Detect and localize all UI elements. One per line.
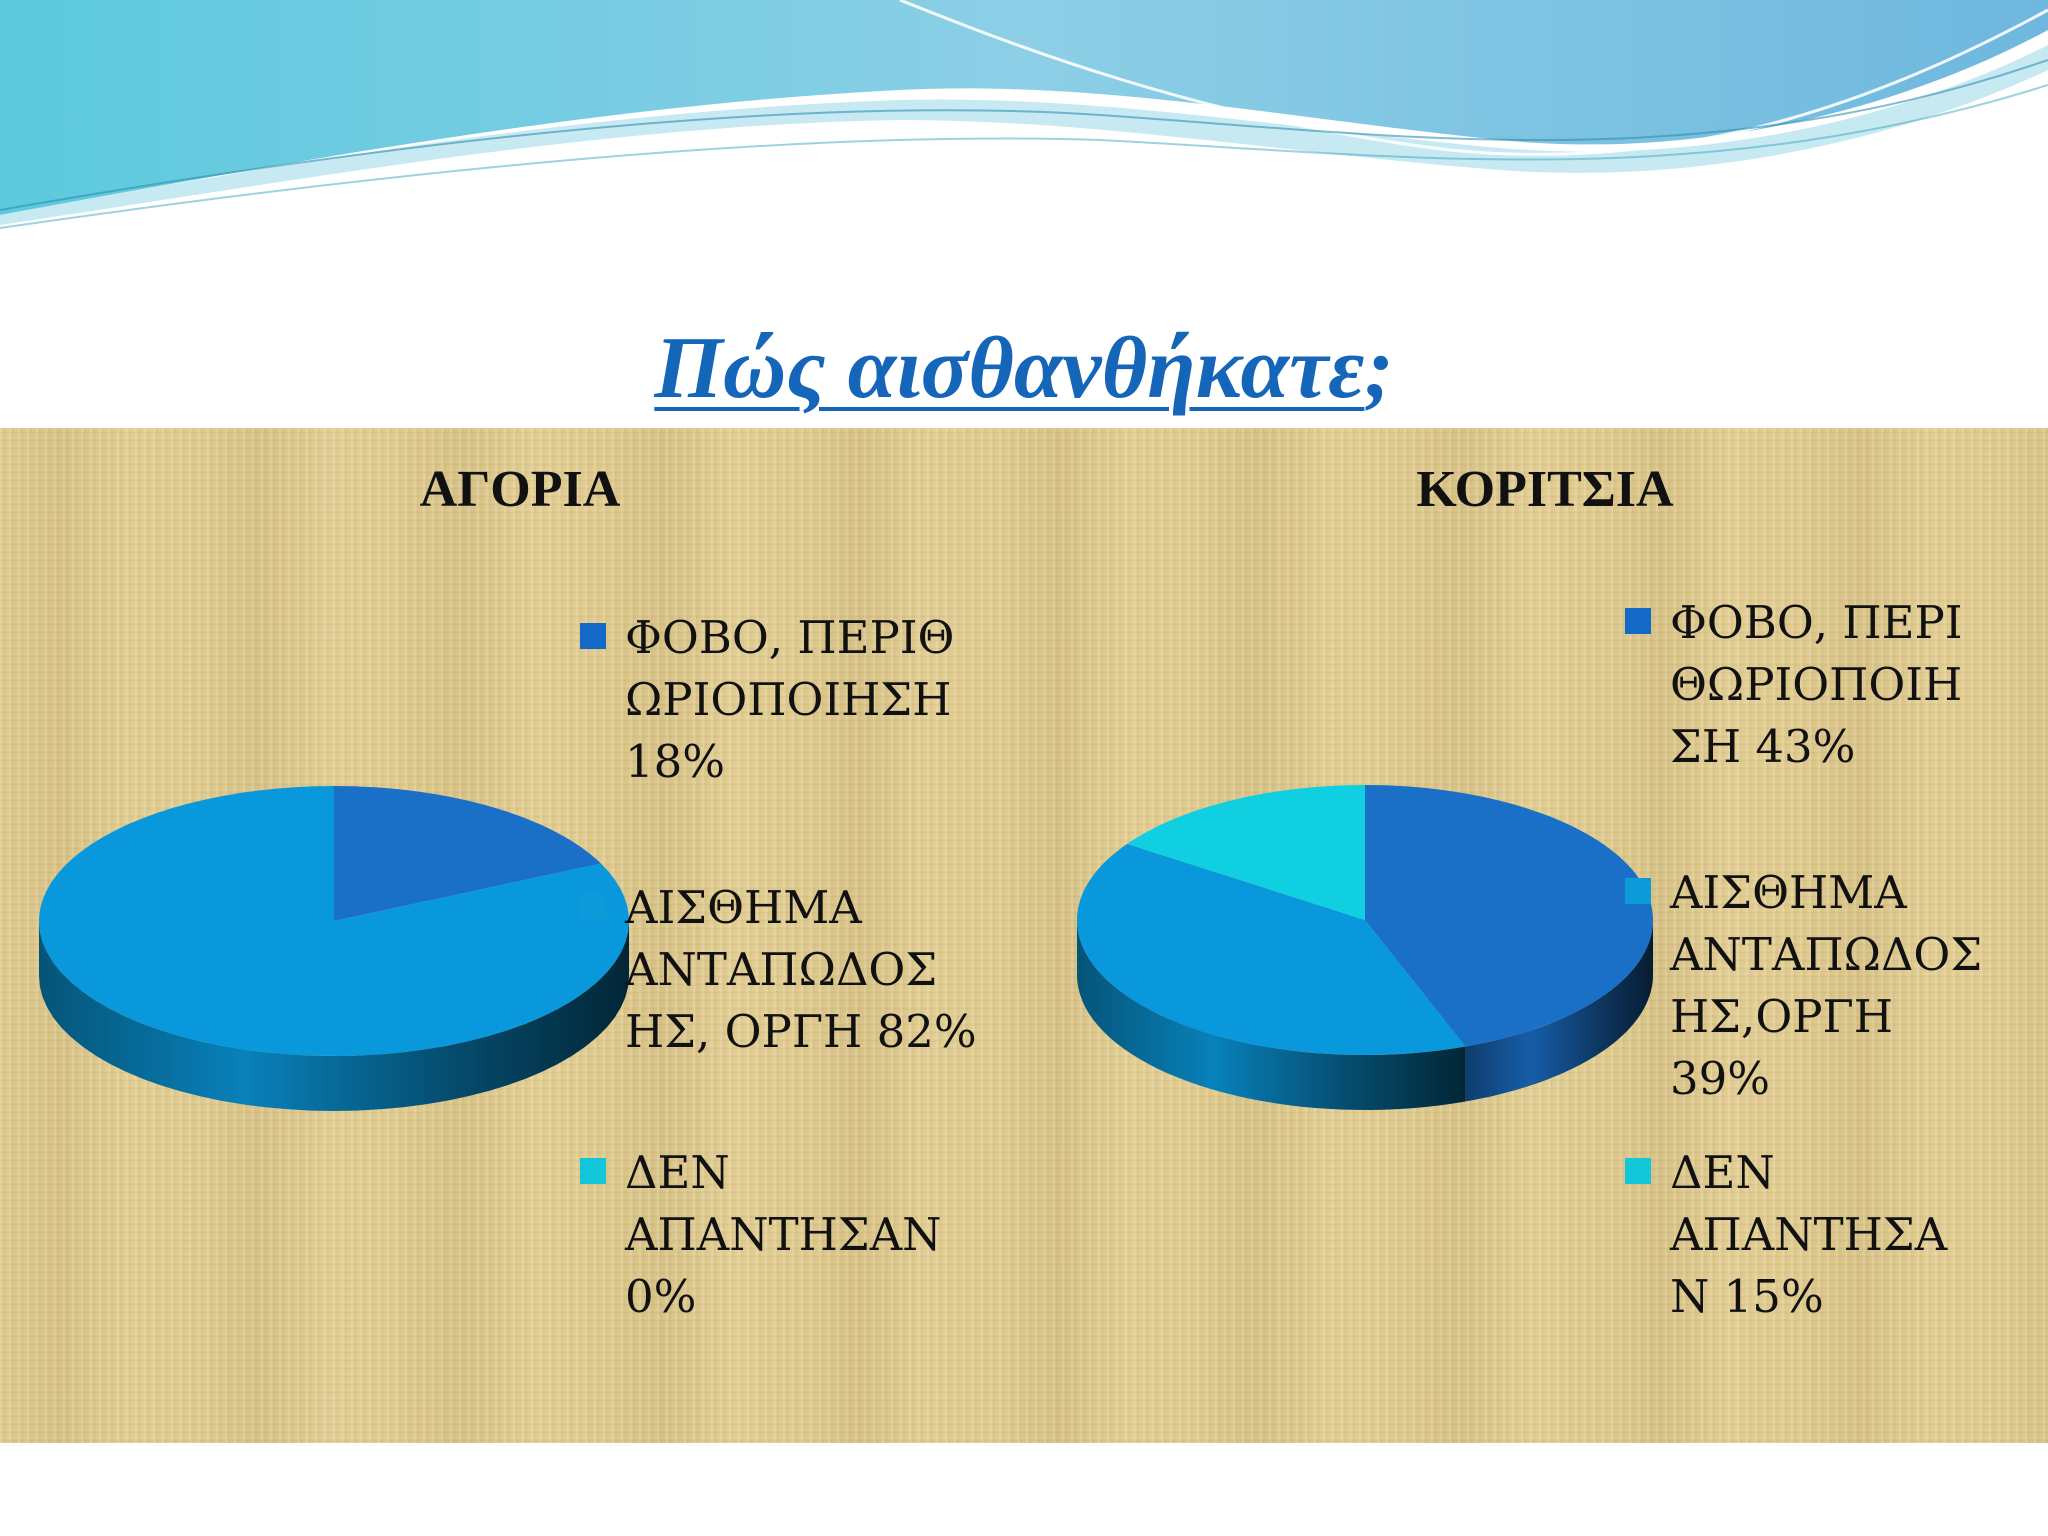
legend-label-3: ΔΕΝ	[1670, 1146, 1775, 1199]
legend-label-2: ΑΝΤΑΠΩΔΟΣ	[1669, 928, 1982, 981]
pie-slice-1	[1365, 785, 1653, 1047]
chart-title: ΑΓΟΡΙΑ	[420, 461, 621, 518]
pie-chart-2: ΚΟΡΙΤΣΙΑ ΦΟΒΟ, ΠΕΡΙ ΘΩΡΙΟΠΟΙΗ ΣΗ 43% ΑΙΣΘΗΜΑ…	[1077, 461, 1982, 1323]
legend-label-3: ΑΠΑΝΤΗΣΑ	[1669, 1208, 1948, 1261]
pie-side-2	[1077, 920, 1466, 1110]
legend-label-1: ΦΟΒΟ, ΠΕΡΙΘ	[625, 611, 954, 664]
legend-label-1: ΦΟΒΟ, ΠΕΡΙ	[1670, 596, 1963, 649]
legend-label-1: 18%	[625, 735, 725, 788]
title-text: Πώς αισθανθήκατε	[654, 320, 1365, 417]
legend-label-2: ΑΙΣΘΗΜΑ	[624, 881, 862, 934]
legend-swatch-2	[580, 893, 606, 919]
pie-chart-1: ΑΓΟΡΙΑ ΦΟΒΟ, ΠΕΡΙΘ ΩΡΙΟΠΟΙΗΣΗ 18% ΑΙΣΘΗΜΑ ΑΝΤ…	[39, 461, 977, 1323]
legend-label-3: 0%	[625, 1270, 696, 1323]
pie-slice-3	[1127, 785, 1365, 920]
legend-label-2: 39%	[1670, 1052, 1770, 1105]
pie-slice-2	[39, 786, 630, 1056]
pie-side-1	[1465, 920, 1653, 1102]
decorative-waves	[0, 0, 2048, 229]
legend-label-2: ΗΣ,ΟΡΓΗ	[1670, 990, 1893, 1043]
legend-swatch-1	[1625, 608, 1651, 634]
chart-title: ΚΟΡΙΤΣΙΑ	[1416, 461, 1674, 518]
legend-label-2: ΑΝΤΑΠΩΔΟΣ	[624, 943, 937, 996]
legend-label-2: ΗΣ, ΟΡΓΗ 82%	[625, 1005, 977, 1058]
title-question-mark: ;	[1364, 320, 1394, 417]
legend-swatch-3	[1625, 1158, 1651, 1184]
legend-label-3: ΑΠΑΝΤΗΣΑΝ	[624, 1208, 942, 1261]
legend-swatch-2	[1625, 878, 1651, 904]
legend-label-1: ΩΡΙΟΠΟΙΗΣΗ	[625, 673, 951, 726]
legend-swatch-1	[580, 623, 606, 649]
chart-panel: ΑΓΟΡΙΑ ΦΟΒΟ, ΠΕΡΙΘ ΩΡΙΟΠΟΙΗΣΗ 18% ΑΙΣΘΗΜΑ ΑΝΤ…	[0, 428, 2048, 1443]
pie-slice-2	[1077, 843, 1466, 1055]
slide-title: Πώς αισθανθήκατε;	[0, 325, 2048, 413]
pie-side-2	[39, 921, 629, 1111]
charts-svg: ΑΓΟΡΙΑ ΦΟΒΟ, ΠΕΡΙΘ ΩΡΙΟΠΟΙΗΣΗ 18% ΑΙΣΘΗΜΑ ΑΝΤ…	[39, 461, 1982, 1323]
legend-label-1: ΣΗ 43%	[1670, 720, 1855, 773]
legend-label-3: Ν 15%	[1670, 1270, 1824, 1323]
legend-label-2: ΑΙΣΘΗΜΑ	[1669, 866, 1907, 919]
pie-slice-1	[334, 786, 601, 921]
legend-label-1: ΘΩΡΙΟΠΟΙΗ	[1670, 658, 1962, 711]
legend-label-3: ΔΕΝ	[625, 1146, 730, 1199]
legend-swatch-3	[580, 1158, 606, 1184]
